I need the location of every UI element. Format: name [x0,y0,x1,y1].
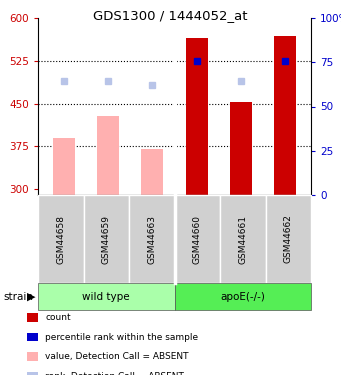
Bar [186,38,208,195]
Text: percentile rank within the sample: percentile rank within the sample [45,333,198,342]
Text: GDS1300 / 1444052_at: GDS1300 / 1444052_at [93,9,248,22]
Text: ▶: ▶ [27,291,36,302]
Text: value, Detection Call = ABSENT: value, Detection Call = ABSENT [45,352,189,361]
Bar [54,138,75,195]
Text: GSM44663: GSM44663 [147,214,156,264]
Text: strain: strain [3,291,33,302]
Text: GSM44659: GSM44659 [102,214,111,264]
Text: rank, Detection Call = ABSENT: rank, Detection Call = ABSENT [45,372,184,375]
Bar [273,36,296,195]
Text: wild type: wild type [83,291,130,302]
Bar [142,149,163,195]
Bar [98,116,119,195]
Text: GSM44662: GSM44662 [284,214,293,263]
Text: count: count [45,313,71,322]
Text: GSM44661: GSM44661 [238,214,247,264]
Text: apoE(-/-): apoE(-/-) [220,291,265,302]
Bar [229,102,252,195]
Text: GSM44660: GSM44660 [193,214,202,264]
Text: GSM44658: GSM44658 [56,214,65,264]
